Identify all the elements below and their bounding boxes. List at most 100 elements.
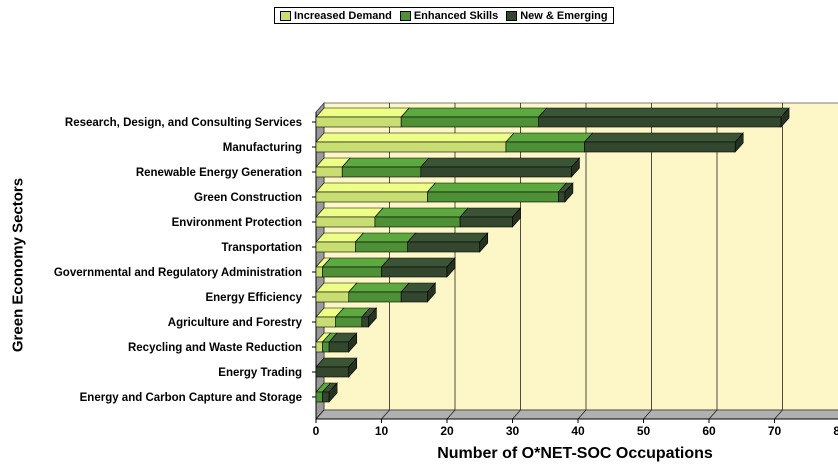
floor-gridline [446,409,456,420]
bar-segment-top [315,132,515,143]
floor-gridline [381,409,390,420]
bar-segment [315,291,350,303]
bar-segment [505,141,585,153]
legend-item: New & Emerging [506,9,608,22]
bar-segment [315,316,336,328]
category-label: Renewable Energy Generation [136,167,302,179]
legend: Increased Demand Enhanced Skills New & E… [274,7,614,24]
bar-segment [315,191,428,203]
bar-segment [315,216,376,228]
category-label: Agriculture and Forestry [168,317,303,329]
x-tick-label: 80 [833,424,838,438]
bar-segment [322,266,382,278]
floor-gridline [577,409,587,420]
bar-segment [315,116,402,128]
x-axis-title: Number of O*NET-SOC Occupations [437,445,713,462]
category-label: Transportation [221,242,302,254]
bar-end-cap [780,107,790,128]
x-tick-label: 60 [702,424,716,438]
bar-segment [315,366,350,378]
bar-end-cap [564,182,574,203]
legend-label: New & Emerging [520,9,608,22]
x-tick-label: 40 [571,424,585,438]
bar-segment [558,191,566,203]
bar-segment [381,266,448,278]
x-tick-label: 30 [506,424,520,438]
bar-segment [361,316,369,328]
bar-segment [315,141,507,153]
floor-gridline [708,409,718,420]
bar-segment-top [348,282,410,293]
bar-segment [315,391,323,403]
bar-segment-top [420,157,581,168]
category-label: Energy Efficiency [205,292,302,304]
bar-segment [315,266,323,278]
legend-item: Increased Demand [280,10,392,22]
plot-floor [315,409,838,420]
bar-segment [400,116,539,128]
bar-end-cap [328,382,338,403]
bar-end-cap [512,207,521,228]
category-label: Green Construction [194,192,302,204]
bar-segment [427,191,559,203]
legend-label: Enhanced Skills [413,9,499,22]
bar-end-cap [446,257,456,278]
bar-segment [315,166,343,178]
legend-swatch [280,10,291,21]
x-tick-label: 20 [440,424,454,438]
legend-label: Increased Demand [294,9,392,22]
legend-swatch [399,10,411,21]
bar-segment-top [374,207,469,218]
category-label: Research, Design, and Consulting Service… [65,117,302,129]
bar-segment [328,341,350,353]
x-tick-label: 50 [637,424,651,438]
bar-end-cap [427,282,436,303]
bar-segment-top [321,257,391,268]
y-axis-title: Green Economy Sectors [9,177,27,353]
bar-segment-top [354,232,417,243]
category-label: Energy and Carbon Capture and Storage [80,392,302,404]
bar-segment [348,291,402,303]
bar-segment [374,216,461,228]
category-label: Manufacturing [223,142,302,154]
bar-segment [322,341,330,353]
category-label: Environment Protection [172,217,302,229]
bar-segment [584,141,736,153]
legend-item: Enhanced Skills [399,9,499,22]
bar-segment [420,166,572,178]
bar-segment-top [315,182,437,193]
bar-end-cap [368,307,377,328]
bar-segment-top [315,107,410,118]
floor-gridline [774,409,783,420]
bar-segment-top [341,157,430,168]
bar-segment [459,216,513,228]
bar-segment-top [538,107,790,118]
bar-end-cap [734,132,744,153]
bar-segment-top [400,107,548,118]
bar-end-cap [348,332,358,353]
category-label: Recycling and Waste Reduction [128,342,302,354]
floor-gridline [315,409,325,420]
bar-segment-top [315,207,384,218]
floor-gridline [512,409,521,420]
bar-segment [354,241,408,253]
bar-segment-top [407,232,489,243]
bar-segment [407,241,481,253]
bar-segment-top [380,257,456,268]
bar-end-cap [348,357,358,378]
x-tick-label: 70 [768,424,782,438]
x-tick-label: 10 [375,424,389,438]
floor-gridline [643,409,652,420]
legend-swatch [506,10,518,21]
bar-end-cap [479,232,489,253]
bar-segment [315,241,356,253]
bar-segment [335,316,363,328]
bar-segment [322,391,330,403]
x-tick-label: 0 [313,424,320,438]
bar-segment [341,166,422,178]
bar-segment-top [459,207,522,218]
bar-segment-top [505,132,594,143]
bar-segment-top [426,182,568,193]
